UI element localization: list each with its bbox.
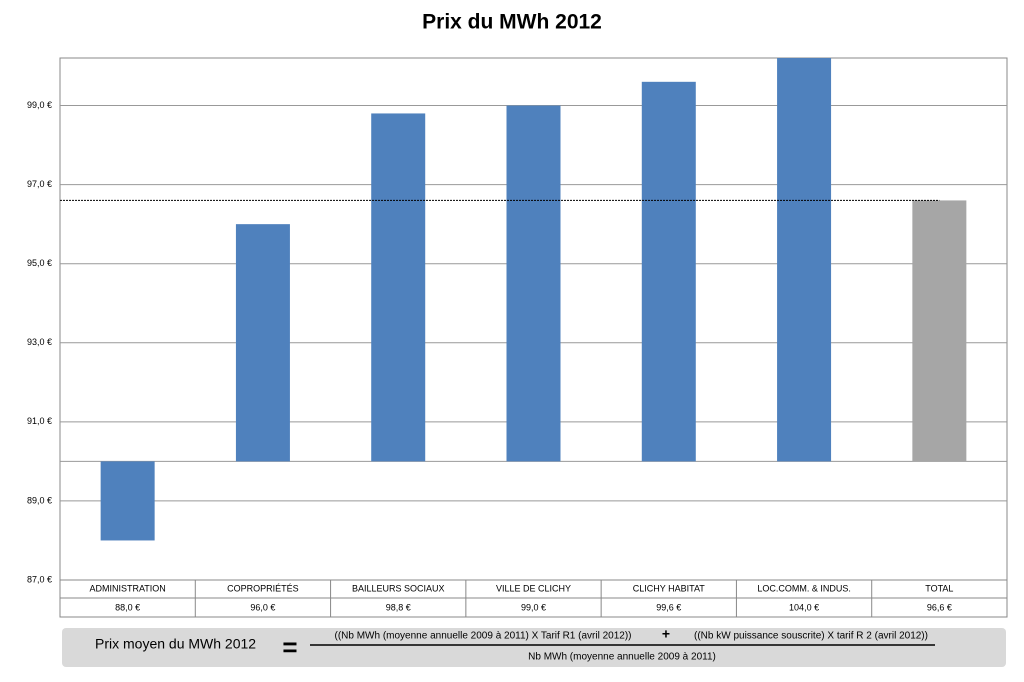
x-tick-label: VILLE DE CLICHY [496,583,571,593]
y-tick-label: 97,0 € [27,179,52,189]
bar [641,81,696,462]
chart-title: Prix du MWh 2012 [422,11,602,34]
formula-numerator: ((Nb MWh (moyenne annuelle 2009 à 2011) … [335,631,632,642]
x-tick-label: COPROPRIÉTÉS [227,583,299,593]
formula-plus: + [662,626,670,642]
x-tick-label: ADMINISTRATION [89,583,165,593]
x-tick-label: BAILLEURS SOCIAUX [352,583,445,593]
x-tick-label: TOTAL [925,583,953,593]
value-label: 99,0 € [521,602,546,612]
formula-box [62,628,1006,667]
y-tick-label: 89,0 € [27,495,52,505]
bar [100,461,155,541]
y-tick-label: 87,0 € [27,574,52,584]
bar [371,113,426,462]
value-label: 104,0 € [789,602,819,612]
x-tick-label: CLICHY HABITAT [633,583,706,593]
formula-denominator: Nb MWh (moyenne annuelle 2009 à 2011) [528,652,716,663]
value-label: 96,0 € [250,602,275,612]
y-tick-label: 95,0 € [27,258,52,268]
y-tick-label: 91,0 € [27,416,52,426]
bar [777,58,832,462]
formula-label: Prix moyen du MWh 2012 [95,636,256,652]
value-label: 99,6 € [656,602,681,612]
value-label: 88,0 € [115,602,140,612]
formula-numerator: ((Nb kW puissance souscrite) X tarif R 2… [694,631,928,642]
value-label: 98,8 € [386,602,411,612]
bar [912,200,967,462]
y-tick-label: 93,0 € [27,337,52,347]
formula-equals: = [282,632,297,662]
x-tick-label: LOC.COMM. & INDUS. [757,583,851,593]
y-tick-label: 99,0 € [27,100,52,110]
value-label: 96,6 € [927,602,952,612]
plot-frame [59,57,1008,618]
bar [235,224,290,462]
bar [506,105,561,462]
